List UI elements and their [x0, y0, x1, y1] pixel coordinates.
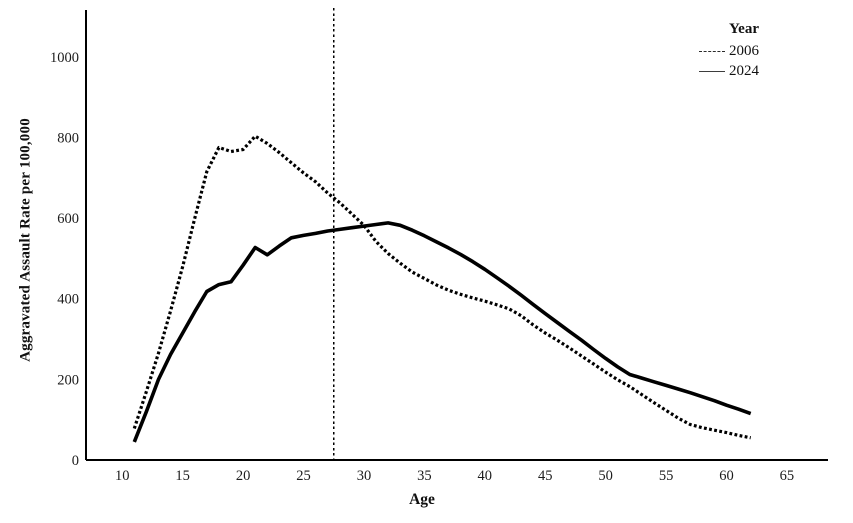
dotted-line-sample-icon — [699, 50, 725, 52]
x-tick-label: 30 — [357, 468, 372, 484]
y-axis-title: Aggravated Assault Rate per 100,000 — [17, 118, 34, 362]
x-axis-title: Age — [409, 491, 435, 508]
x-tick-label: 40 — [478, 468, 493, 484]
x-tick-label: 15 — [175, 468, 190, 484]
y-tick-label: 400 — [57, 292, 79, 308]
legend-title: Year — [729, 21, 759, 37]
x-tick-label: 55 — [659, 468, 674, 484]
y-tick-label: 0 — [72, 453, 79, 469]
series-line-2024 — [132, 221, 752, 443]
legend-label-2024: 2024 — [729, 62, 759, 79]
x-tick-label: 35 — [417, 468, 432, 484]
legend: Year 2006 2024 — [699, 21, 759, 81]
y-tick-label: 1000 — [50, 50, 79, 66]
series-line-2006 — [132, 134, 752, 440]
x-tick-label: 65 — [780, 468, 795, 484]
x-tick-label: 20 — [236, 468, 251, 484]
x-tick-label: 10 — [115, 468, 130, 484]
x-tick-label: 25 — [296, 468, 311, 484]
solid-line-sample-icon — [699, 70, 725, 72]
y-tick-label: 800 — [57, 130, 79, 146]
x-tick-label: 50 — [598, 468, 613, 484]
x-tick-label: 60 — [719, 468, 734, 484]
y-tick-label: 200 — [57, 372, 79, 388]
y-tick-label: 600 — [57, 211, 79, 227]
legend-entry-2024: 2024 — [699, 61, 759, 81]
legend-label-2006: 2006 — [729, 42, 759, 59]
legend-entry-2006: 2006 — [699, 41, 759, 61]
x-tick-label: 45 — [538, 468, 553, 484]
